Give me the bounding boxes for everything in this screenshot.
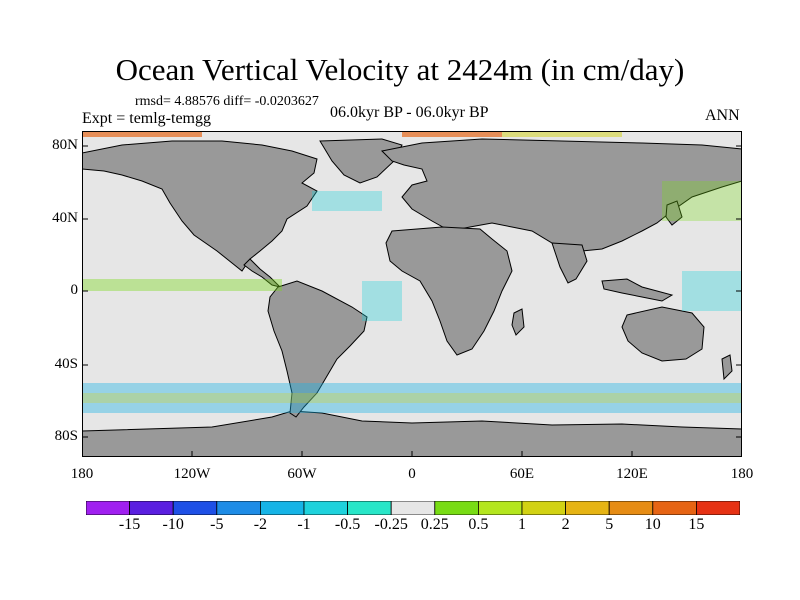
colorbar-swatch-7 xyxy=(390,501,436,515)
colorbar-label: 0.5 xyxy=(468,516,489,533)
colorbar-swatch-5 xyxy=(303,501,348,515)
madagascar xyxy=(511,308,525,336)
north-america xyxy=(82,140,318,272)
colorbar-label: 10 xyxy=(644,516,661,533)
lon-label-120e: 120E xyxy=(616,466,648,482)
colorbar-swatch-11 xyxy=(565,501,610,515)
velocity-field xyxy=(82,131,742,413)
colorbar-swatch-9 xyxy=(477,501,523,515)
central-america xyxy=(243,258,282,288)
colorbar-label: -10 xyxy=(162,516,184,533)
africa xyxy=(385,226,513,356)
colorbar-label: 1 xyxy=(518,516,526,533)
colorbar-label: -0.5 xyxy=(334,516,361,533)
colorbar-label: -5 xyxy=(210,516,224,533)
lon-label-120w: 120W xyxy=(173,466,211,482)
colorbar-label: -15 xyxy=(118,516,141,533)
australia xyxy=(621,306,705,362)
japan xyxy=(665,200,683,226)
south-america xyxy=(267,280,368,418)
lat-label-0: 0 xyxy=(70,282,79,298)
colorbar-swatch-10 xyxy=(521,501,566,515)
greenland xyxy=(319,138,403,184)
colorbar-label: 2 xyxy=(561,516,570,533)
lat-label-40s: 40S xyxy=(54,356,78,372)
antarctica xyxy=(82,410,742,457)
colorbar-swatch-2 xyxy=(172,501,218,515)
lon-label-180w: 180 xyxy=(70,466,94,482)
colorbar-label: 15 xyxy=(688,516,705,533)
period-label: 06.0kyr BP - 06.0kyr BP xyxy=(330,104,489,121)
lon-label-0: 0 xyxy=(408,466,416,482)
colorbar-swatch-3 xyxy=(216,501,261,515)
colorbar-swatch-1 xyxy=(129,501,174,515)
colorbar-swatch-4 xyxy=(259,501,305,515)
colorbar-label: 5 xyxy=(605,516,614,533)
colorbar-swatch-13 xyxy=(652,501,697,515)
colorbar-label: -2 xyxy=(253,516,268,533)
plot-title: Ocean Vertical Velocity at 2424m (in cm/… xyxy=(115,52,685,87)
new-zealand xyxy=(721,354,733,381)
colorbar-label: -0.25 xyxy=(374,516,408,533)
world-map xyxy=(82,131,742,457)
stats-label: rmsd= 4.88576 diff= -0.0203627 xyxy=(135,94,319,109)
colorbar-swatch-6 xyxy=(347,501,392,515)
lat-label-80n: 80N xyxy=(52,137,78,153)
experiment-label: Expt = temlg-temgg xyxy=(82,110,211,127)
colorbar-label: -1 xyxy=(297,516,311,533)
colorbar-swatch-12 xyxy=(608,501,654,515)
land-layer xyxy=(82,138,742,457)
lon-label-60e: 60E xyxy=(509,466,535,482)
lon-label-180e: 180 xyxy=(730,466,754,482)
lon-label-60w: 60W xyxy=(287,466,317,482)
colorbar-swatch-8 xyxy=(434,501,479,515)
indonesia xyxy=(601,278,674,302)
colorbar-swatch-0 xyxy=(86,501,130,515)
map-ticks xyxy=(82,145,742,457)
colorbar xyxy=(86,501,740,515)
season-label: ANN xyxy=(705,107,740,124)
lat-label-80s: 80S xyxy=(54,428,78,444)
india xyxy=(551,242,588,284)
colorbar-label: 0.25 xyxy=(420,516,449,533)
lat-label-40n: 40N xyxy=(52,210,78,226)
colorbar-swatch-14 xyxy=(696,501,740,515)
